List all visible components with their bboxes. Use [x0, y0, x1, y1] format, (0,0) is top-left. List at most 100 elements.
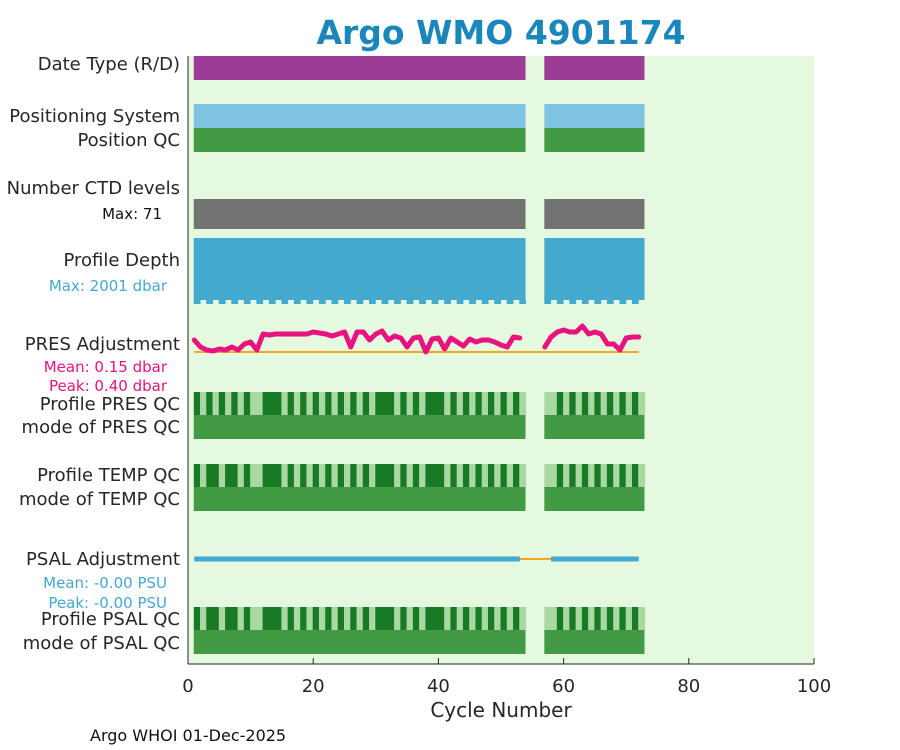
profile-pres-qc-cycle-23 — [331, 392, 339, 415]
ctd-levels-label: Number CTD levels — [7, 178, 180, 199]
position-qc-bar-1 — [193, 128, 526, 152]
profile-temp-qc-cycle-60 — [563, 464, 570, 487]
profile-psal-qc-cycle-35 — [406, 607, 414, 630]
profile-temp-qc-cycle-57 — [544, 464, 552, 487]
profile-pres-qc-cycle-1 — [193, 392, 201, 415]
profile-pres-qc-cycle-4 — [212, 392, 220, 415]
profile-depth-tick-67 — [606, 300, 614, 304]
date-type-label: Date Type (R/D) — [38, 54, 180, 75]
profile-pres-qc-cycle-40 — [437, 392, 445, 415]
profile-psal-qc-cycle-65 — [594, 607, 602, 630]
profile-temp-qc-cycle-46 — [475, 464, 483, 487]
position-qc-label: Position QC — [77, 130, 180, 151]
profile-psal-qc-cycle-18 — [300, 607, 308, 630]
profile-psal-qc-cycle-69 — [619, 607, 627, 630]
pres-adjustment-series-2 — [542, 323, 642, 353]
profile-temp-qc-cycle-33 — [394, 464, 401, 487]
profile-pres-qc-cycle-45 — [469, 392, 477, 415]
x-tick-label-20: 20 — [302, 676, 325, 697]
profile-pres-qc-cycle-6 — [225, 392, 232, 415]
profile-pres-qc-cycle-50 — [500, 392, 508, 415]
profile-pres-qc-cycle-14 — [275, 392, 282, 415]
profile-psal-qc-cycle-19 — [306, 607, 314, 630]
profile-psal-qc-cycle-8 — [237, 607, 245, 630]
profile-temp-qc-cycle-38 — [425, 464, 433, 487]
profile-pres-qc-cycle-5 — [218, 392, 226, 415]
profile-depth-tick-25 — [344, 300, 351, 304]
profile-pres-qc-cycle-58 — [550, 392, 558, 415]
profile-psal-qc-label: Profile PSAL QC — [41, 609, 180, 630]
mode-pres-qc-label: mode of PRES QC — [22, 417, 180, 438]
profile-temp-qc-cycle-66 — [600, 464, 608, 487]
mode-psal-qc-bar-2 — [544, 630, 645, 654]
profile-temp-qc-cycle-53 — [519, 464, 527, 487]
profile-psal-qc-cycle-52 — [513, 607, 520, 630]
profile-psal-qc-cycle-34 — [400, 607, 408, 630]
profile-temp-qc-cycle-28 — [362, 464, 370, 487]
x-tick-label-40: 40 — [427, 676, 450, 697]
profile-psal-qc-cycle-24 — [337, 607, 345, 630]
profile-temp-qc-cycle-48 — [487, 464, 495, 487]
profile-pres-qc-cycle-70 — [625, 392, 633, 415]
x-tick-label-0: 0 — [182, 676, 193, 697]
x-tick-label-100: 100 — [797, 676, 831, 697]
profile-psal-qc-cycle-59 — [556, 607, 564, 630]
profile-psal-qc-cycle-58 — [550, 607, 558, 630]
profile-psal-qc-cycle-64 — [588, 607, 595, 630]
profile-pres-qc-cycle-47 — [481, 392, 489, 415]
profile-pres-qc-cycle-15 — [281, 392, 289, 415]
profile-pres-qc-cycle-17 — [293, 392, 301, 415]
profile-temp-qc-cycle-67 — [606, 464, 614, 487]
profile-temp-qc-cycle-5 — [218, 464, 226, 487]
profile-psal-qc-cycle-21 — [318, 607, 326, 630]
profile-psal-qc-cycle-20 — [312, 607, 320, 630]
mode-temp-qc-label: mode of TEMP QC — [19, 489, 180, 510]
profile-psal-qc-cycle-13 — [268, 607, 276, 630]
ctd-levels-sublabel: Max: 71 — [102, 205, 162, 223]
profile-depth-tick-13 — [268, 300, 276, 304]
profile-psal-qc-cycle-33 — [394, 607, 401, 630]
profile-psal-qc-cycle-41 — [444, 607, 452, 630]
profile-pres-qc-cycle-30 — [375, 392, 383, 415]
profile-psal-qc-cycle-4 — [212, 607, 220, 630]
profile-pres-qc-cycle-44 — [462, 392, 470, 415]
profile-temp-qc-cycle-41 — [444, 464, 452, 487]
profile-pres-qc-cycle-9 — [243, 392, 251, 415]
row-labels: Date Type (R/D) Positioning System Positio… — [7, 54, 180, 654]
profile-pres-qc-cycle-68 — [613, 392, 621, 415]
profile-temp-qc-cycle-24 — [337, 464, 345, 487]
profile-depth-tick-41 — [444, 300, 451, 304]
profile-depth-sublabel: Max: 2001 dbar — [49, 277, 168, 295]
profile-psal-qc-cycle-50 — [500, 607, 508, 630]
profile-temp-qc-cycle-20 — [312, 464, 320, 487]
profile-temp-qc-cycle-36 — [412, 464, 420, 487]
ctd-levels-bar-1 — [193, 199, 526, 229]
profile-pres-qc-cycle-39 — [431, 392, 439, 415]
profile-psal-qc-cycle-42 — [450, 607, 458, 630]
profile-temp-qc-cycle-22 — [325, 464, 333, 487]
profile-pres-qc-cycle-12 — [262, 392, 270, 415]
profile-depth-tick-27 — [356, 300, 364, 304]
profile-psal-qc-cycle-22 — [325, 607, 333, 630]
mode-pres-qc-bar-2 — [544, 415, 645, 439]
mode-temp-qc-bar-2 — [544, 487, 645, 511]
profile-psal-qc-cycle-10 — [250, 607, 257, 630]
profile-psal-qc-cycle-9 — [243, 607, 251, 630]
profile-temp-qc-cycle-72 — [638, 464, 646, 487]
profile-temp-qc-cycle-27 — [356, 464, 364, 487]
profile-psal-qc-cycle-39 — [431, 607, 439, 630]
profile-temp-qc-cycle-40 — [437, 464, 445, 487]
profile-temp-qc-cycle-13 — [268, 464, 276, 487]
profile-pres-qc-cycle-48 — [487, 392, 495, 415]
profile-temp-qc-cycle-4 — [212, 464, 220, 487]
profile-psal-qc-cycle-23 — [331, 607, 339, 630]
profile-pres-qc-cycle-3 — [206, 392, 214, 415]
profile-temp-qc-cycle-71 — [631, 464, 639, 487]
profile-pres-qc-cycle-59 — [556, 392, 564, 415]
profile-depth-tick-1 — [193, 300, 201, 304]
pres-adjustment-sublabel-2: Peak: 0.40 dbar — [49, 377, 168, 395]
profile-depth-tick-3 — [206, 300, 214, 304]
pres-adjustment-series-1 — [191, 328, 523, 355]
profile-temp-qc-cycle-59 — [556, 464, 564, 487]
profile-pres-qc-cycle-66 — [600, 392, 608, 415]
